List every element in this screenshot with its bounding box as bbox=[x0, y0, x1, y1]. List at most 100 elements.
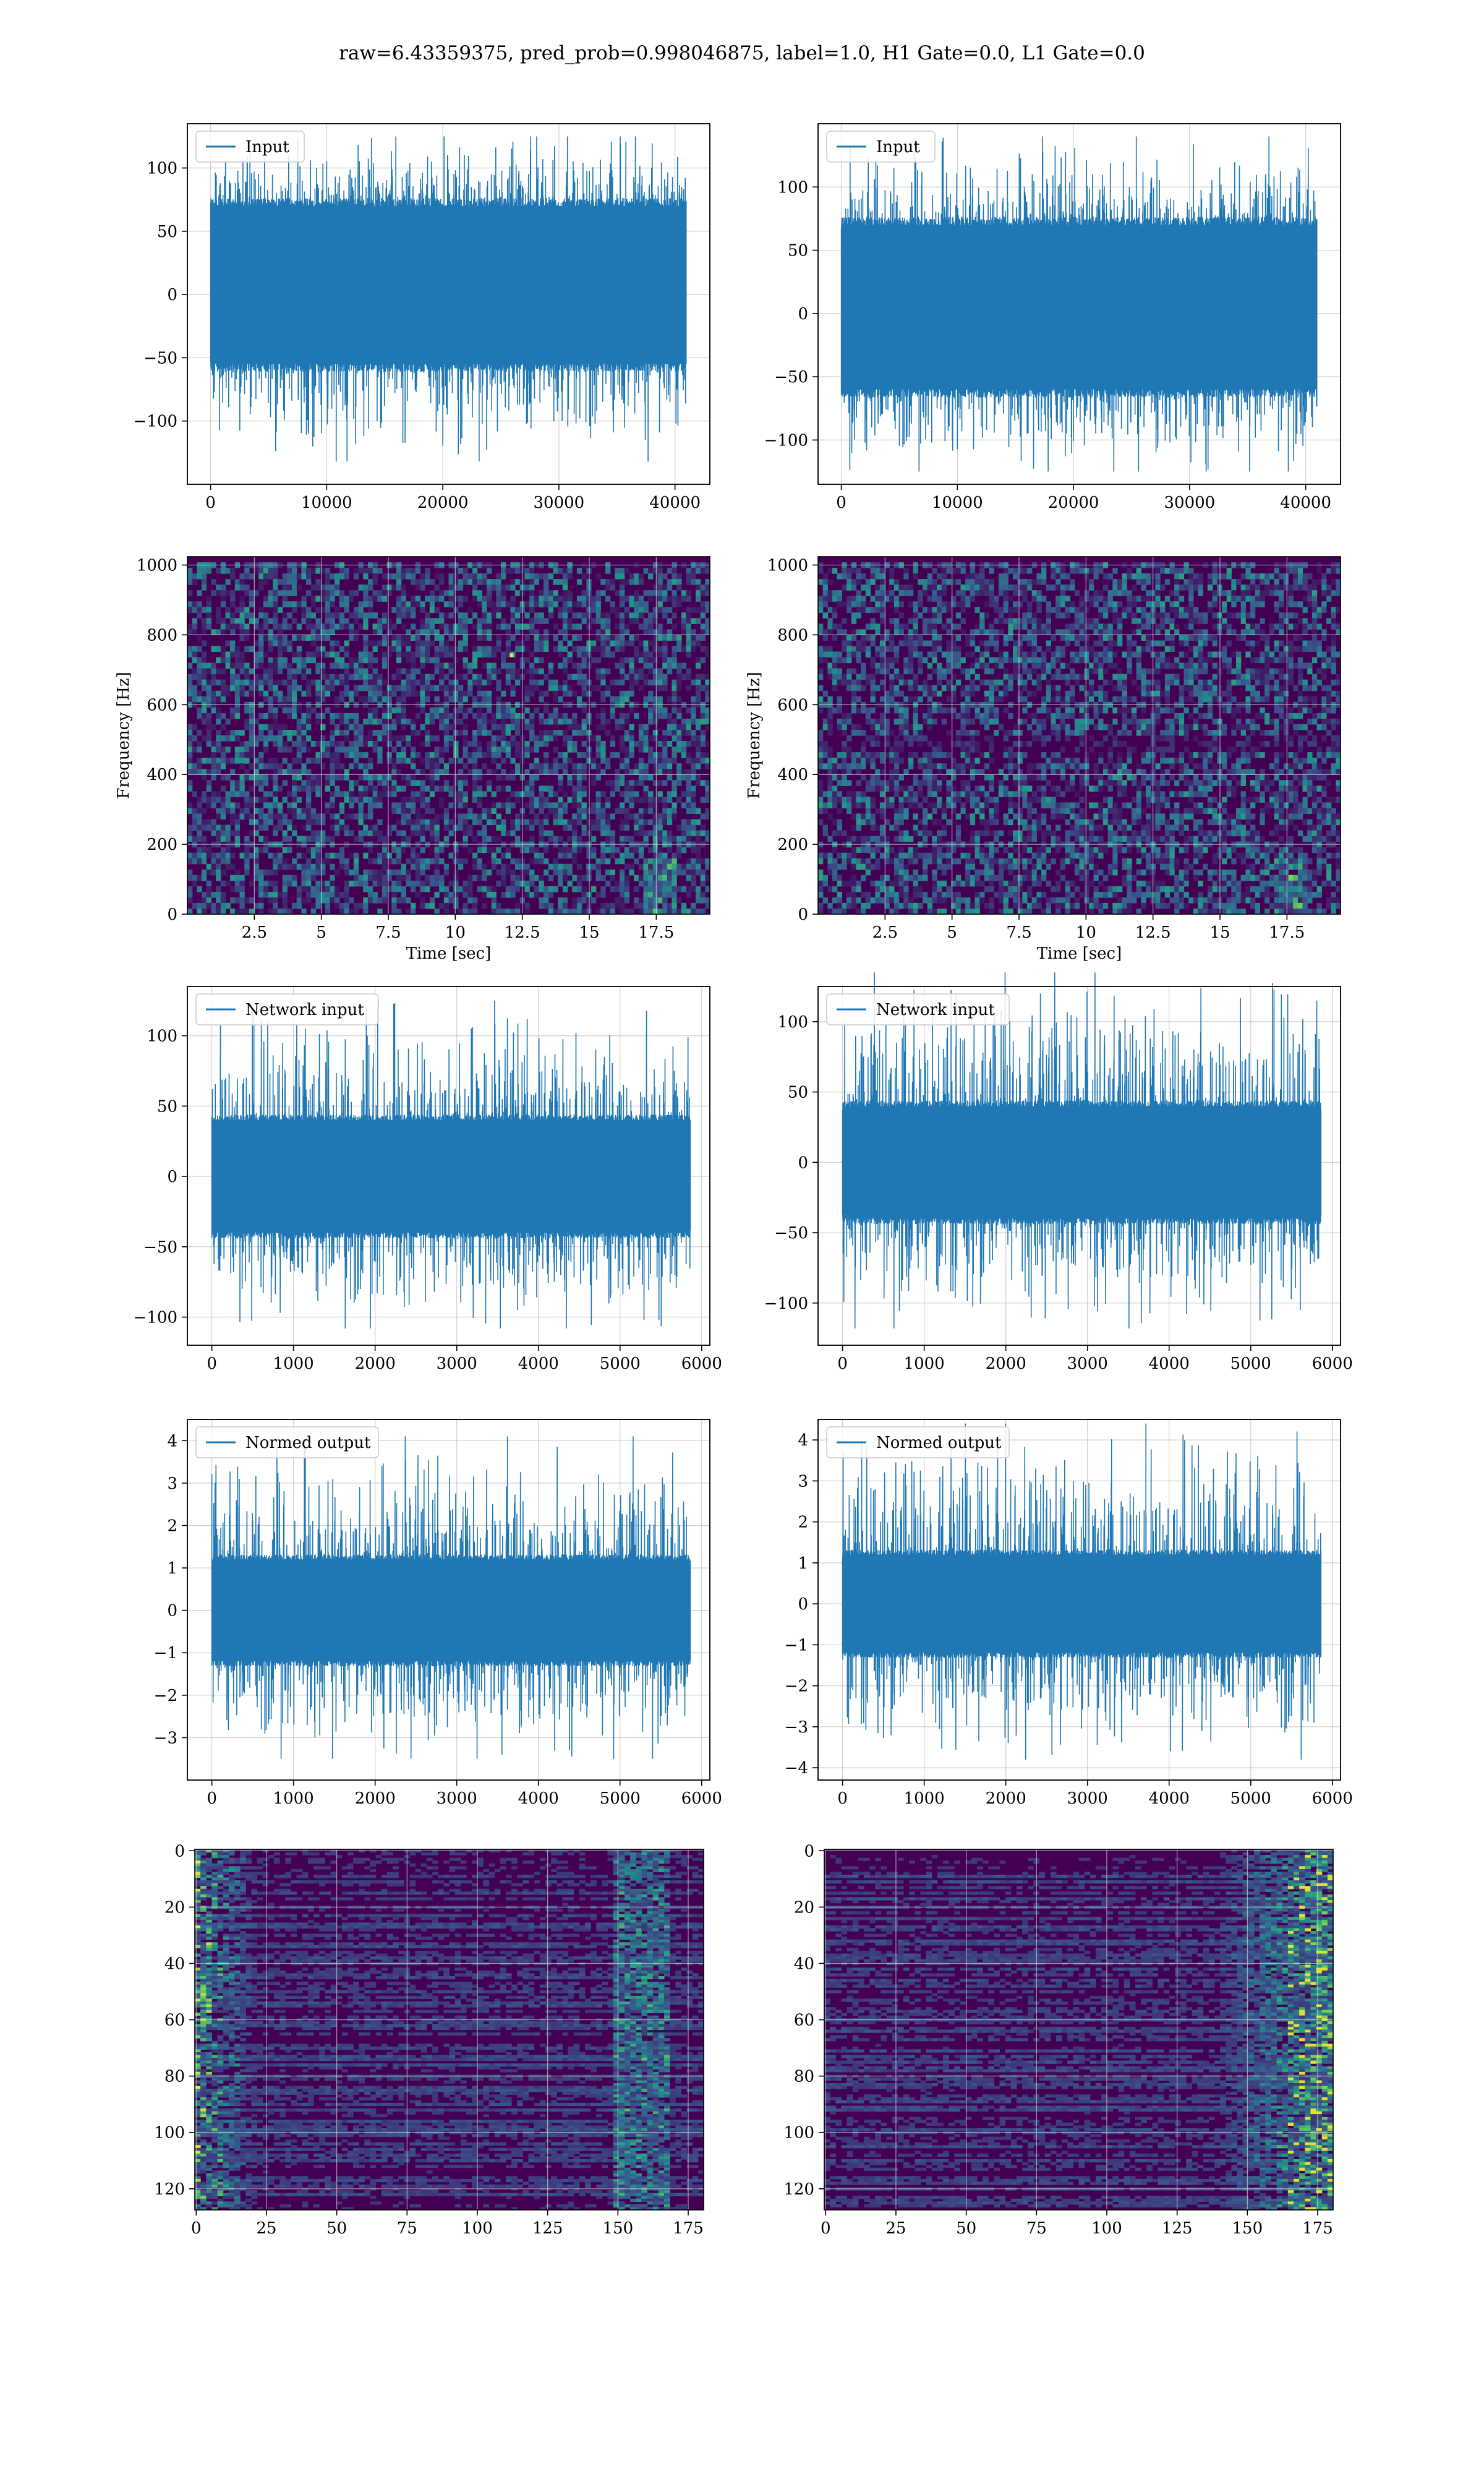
heatmap-cell bbox=[600, 875, 605, 881]
heatmap-cell bbox=[662, 735, 667, 742]
heatmap-cell bbox=[686, 909, 691, 915]
heatmap-cell bbox=[644, 881, 649, 887]
heatmap-cell bbox=[842, 657, 846, 664]
heatmap-cell bbox=[572, 691, 577, 697]
heatmap-cell bbox=[363, 909, 368, 915]
heatmap-cell bbox=[894, 741, 899, 747]
heatmap-cell bbox=[681, 886, 686, 892]
heatmap-cell bbox=[510, 870, 515, 876]
heatmap-cell bbox=[482, 763, 487, 769]
heatmap-cell bbox=[411, 774, 416, 781]
heatmap-cell bbox=[283, 875, 288, 881]
heatmap-cell bbox=[482, 601, 487, 607]
heatmap-cell bbox=[301, 618, 306, 624]
heatmap-cell bbox=[524, 785, 529, 792]
heatmap-cell bbox=[359, 612, 364, 618]
heatmap-cell bbox=[373, 897, 378, 904]
heatmap-cell bbox=[548, 785, 553, 792]
heatmap-cell bbox=[453, 802, 458, 808]
chart-1-legend: Input bbox=[827, 131, 935, 162]
heatmap-cell bbox=[889, 897, 894, 904]
heatmap-cell bbox=[301, 719, 306, 725]
heatmap-cell bbox=[539, 825, 544, 831]
heatmap-cell bbox=[658, 892, 663, 898]
heatmap-cell bbox=[615, 568, 620, 574]
heatmap-cell bbox=[691, 579, 696, 585]
heatmap-cell bbox=[273, 573, 278, 580]
heatmap-cell bbox=[406, 641, 411, 647]
heatmap-cell bbox=[544, 897, 548, 904]
heatmap-cell bbox=[572, 836, 577, 842]
heatmap-cell bbox=[568, 685, 573, 691]
heatmap-cell bbox=[325, 652, 330, 658]
heatmap-cell bbox=[283, 573, 288, 580]
heatmap-cell bbox=[506, 741, 511, 747]
heatmap-cell bbox=[605, 802, 610, 808]
heatmap-cell bbox=[492, 713, 497, 719]
heatmap-cell bbox=[837, 719, 842, 725]
heatmap-cell bbox=[577, 791, 582, 797]
heatmap-cell bbox=[221, 881, 226, 887]
heatmap-cell bbox=[889, 657, 894, 664]
heatmap-cell bbox=[425, 858, 430, 865]
heatmap-cell bbox=[544, 573, 548, 580]
heatmap-cell bbox=[634, 646, 639, 653]
heatmap-cell bbox=[903, 641, 908, 647]
heatmap-cell bbox=[430, 719, 435, 725]
heatmap-cell bbox=[339, 763, 344, 769]
heatmap-cell bbox=[453, 758, 458, 764]
heatmap-cell bbox=[249, 813, 254, 820]
heatmap-cell bbox=[387, 691, 392, 697]
heatmap-cell bbox=[529, 652, 534, 658]
heatmap-cell bbox=[524, 747, 529, 753]
heatmap-cell bbox=[287, 881, 292, 887]
heatmap-cell bbox=[420, 641, 425, 647]
heatmap-cell bbox=[330, 881, 335, 887]
heatmap-cell bbox=[211, 758, 216, 764]
heatmap-cell bbox=[244, 813, 249, 820]
heatmap-cell bbox=[837, 652, 842, 658]
heatmap-cell bbox=[842, 903, 846, 909]
heatmap-cell bbox=[686, 685, 691, 691]
heatmap-cell bbox=[401, 635, 406, 641]
heatmap-cell bbox=[406, 909, 411, 915]
heatmap-cell bbox=[658, 752, 663, 758]
heatmap-cell bbox=[363, 903, 368, 909]
heatmap-cell bbox=[306, 881, 311, 887]
heatmap-cell bbox=[425, 808, 430, 814]
heatmap-cell bbox=[368, 831, 373, 837]
heatmap-cell bbox=[354, 853, 359, 859]
heatmap-cell bbox=[230, 618, 235, 624]
heatmap-cell bbox=[439, 646, 444, 653]
heatmap-cell bbox=[818, 685, 823, 691]
heatmap-cell bbox=[330, 774, 335, 781]
heatmap-cell bbox=[889, 847, 894, 854]
heatmap-cell bbox=[851, 652, 856, 658]
heatmap-cell bbox=[625, 886, 629, 892]
heatmap-cell bbox=[477, 864, 482, 870]
heatmap-cell bbox=[192, 820, 197, 826]
heatmap-cell bbox=[861, 763, 866, 769]
heatmap-cell bbox=[596, 763, 601, 769]
heatmap-cell bbox=[240, 612, 245, 618]
heatmap-cell bbox=[387, 785, 392, 792]
heatmap-cell bbox=[851, 886, 856, 892]
heatmap-cell bbox=[524, 669, 529, 675]
heatmap-cell bbox=[842, 831, 846, 837]
heatmap-cell bbox=[330, 629, 335, 635]
heatmap-cell bbox=[330, 853, 335, 859]
heatmap-cell bbox=[258, 685, 263, 691]
heatmap-cell bbox=[871, 853, 876, 859]
heatmap-cell bbox=[501, 730, 506, 736]
heatmap-cell bbox=[263, 836, 268, 842]
heatmap-cell bbox=[851, 730, 856, 736]
heatmap-cell bbox=[506, 568, 511, 574]
heatmap-cell bbox=[558, 802, 563, 808]
heatmap-cell bbox=[572, 763, 577, 769]
heatmap-cell bbox=[856, 680, 861, 686]
heatmap-cell bbox=[648, 774, 653, 781]
heatmap-cell bbox=[359, 831, 364, 837]
heatmap-cell bbox=[672, 858, 677, 865]
heatmap-cell bbox=[335, 657, 339, 664]
heatmap-cell bbox=[851, 708, 856, 714]
